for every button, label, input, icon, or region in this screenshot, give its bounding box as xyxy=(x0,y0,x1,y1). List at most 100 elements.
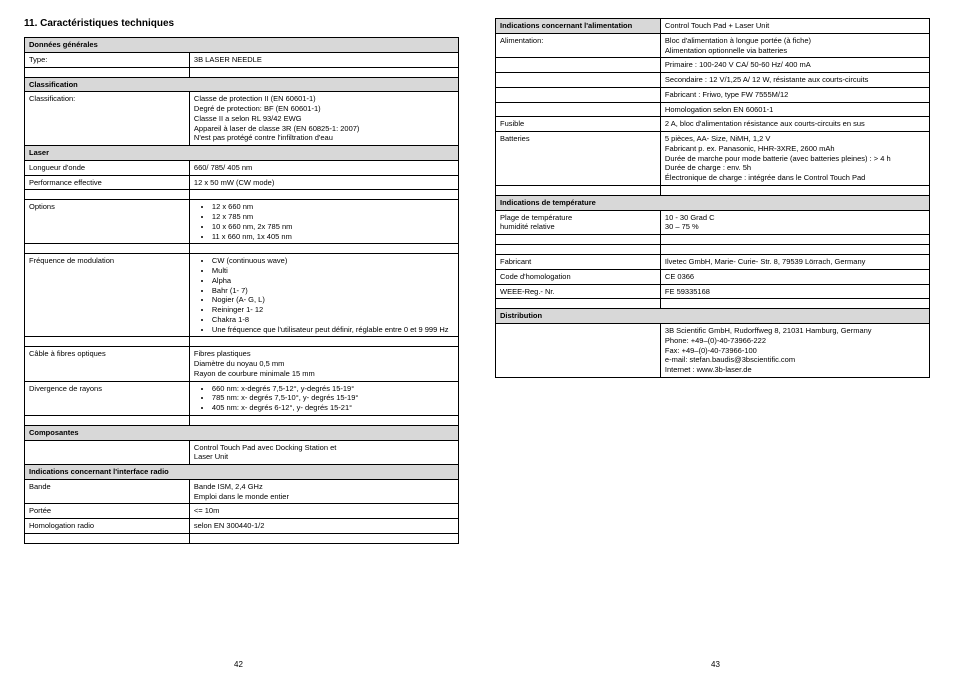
table-cell-value: Classe de protection II (EN 60601-1) Deg… xyxy=(189,92,458,146)
table-cell-value: 660 nm: x-degrés 7,5-12°, y-degrés 15-19… xyxy=(189,381,458,415)
table-empty-cell xyxy=(189,337,458,347)
bullet-item: Une fréquence que l'utilisateur peut déf… xyxy=(212,325,454,335)
table-cell-label: Classification: xyxy=(25,92,190,146)
table-cell-label: Divergence de rayons xyxy=(25,381,190,415)
table-cell-label: Longueur d'onde xyxy=(25,160,190,175)
table-cell-value: Fabricant : Friwo, type FW 7555M/12 xyxy=(660,87,929,102)
table-cell-value: Bloc d'alimentation à longue portée (à f… xyxy=(660,33,929,58)
table-cell-value: Fibres plastiques Diamètre du noyau 0,5 … xyxy=(189,347,458,381)
table-cell-label xyxy=(25,440,190,465)
table-empty-cell xyxy=(25,337,190,347)
table-cell-label: Fréquence de modulation xyxy=(25,254,190,337)
bullet-item: Reininger 1- 12 xyxy=(212,305,454,315)
table-section-header: Distribution xyxy=(496,309,930,324)
table-cell-label: Fabricant xyxy=(496,255,661,270)
bullet-item: 10 x 660 nm, 2x 785 nm xyxy=(212,222,454,232)
table-cell-value: FE 59335168 xyxy=(660,284,929,299)
table-empty-cell xyxy=(189,190,458,200)
table-cell-label: Portée xyxy=(25,504,190,519)
page-number-left: 42 xyxy=(234,660,243,669)
bullet-item: Multi xyxy=(212,266,454,276)
table-section-header: Laser xyxy=(25,146,459,161)
section-title: 11. Caractéristiques techniques xyxy=(24,18,459,29)
table-cell-value: Secondaire : 12 V/1,25 A/ 12 W, résistan… xyxy=(660,73,929,88)
table-empty-cell xyxy=(189,67,458,77)
table-cell-label: Options xyxy=(25,200,190,244)
table-cell-value: 10 - 30 Grad C 30 – 75 % xyxy=(660,210,929,235)
bullet-item: Bahr (1- 7) xyxy=(212,286,454,296)
table-cell-value: 3B LASER NEEDLE xyxy=(189,52,458,67)
table-cell-label xyxy=(496,324,661,378)
table-cell-label: Homologation radio xyxy=(25,519,190,534)
table-cell-label xyxy=(496,73,661,88)
left-page: 11. Caractéristiques techniques Données … xyxy=(0,0,477,675)
table-cell-value: Bande ISM, 2,4 GHz Emploi dans le monde … xyxy=(189,479,458,504)
spec-table-right: Indications concernant l'alimentationCon… xyxy=(495,18,930,378)
table-empty-cell xyxy=(25,190,190,200)
table-cell-label: Alimentation: xyxy=(496,33,661,58)
table-empty-cell xyxy=(660,245,929,255)
table-cell-label xyxy=(496,87,661,102)
table-cell-label: Plage de température humidité relative xyxy=(496,210,661,235)
table-cell-value: 3B Scientific GmbH, Rudorffweg 8, 21031 … xyxy=(660,324,929,378)
table-cell-label: Fusible xyxy=(496,117,661,132)
table-cell-value: Homologation selon EN 60601-1 xyxy=(660,102,929,117)
table-cell-label: Code d'homologation xyxy=(496,269,661,284)
table-cell-value: 660/ 785/ 405 nm xyxy=(189,160,458,175)
table-section-header: Données générales xyxy=(25,38,459,53)
table-cell-label: Câble à fibres optiques xyxy=(25,347,190,381)
table-cell-value: Control Touch Pad + Laser Unit xyxy=(660,19,929,34)
table-empty-cell xyxy=(189,244,458,254)
table-empty-cell xyxy=(660,185,929,195)
table-section-header: Composantes xyxy=(25,425,459,440)
table-section-header: Indications concernant l'alimentation xyxy=(496,19,661,34)
table-cell-label: Performance effective xyxy=(25,175,190,190)
table-empty-cell xyxy=(496,185,661,195)
bullet-item: Chakra 1-8 xyxy=(212,315,454,325)
table-cell-label xyxy=(496,58,661,73)
table-cell-value: 12 x 660 nm12 x 785 nm10 x 660 nm, 2x 78… xyxy=(189,200,458,244)
table-cell-value: CW (continuous wave)MultiAlphaBahr (1- 7… xyxy=(189,254,458,337)
table-cell-value: selon EN 300440-1/2 xyxy=(189,519,458,534)
table-cell-value: Primaire : 100-240 V CA/ 50-60 Hz/ 400 m… xyxy=(660,58,929,73)
table-cell-label xyxy=(496,102,661,117)
bullet-item: 12 x 785 nm xyxy=(212,212,454,222)
table-cell-label: Type: xyxy=(25,52,190,67)
bullet-item: 405 nm: x- degrés 6-12°, y- degrés 15-21… xyxy=(212,403,454,413)
table-cell-value: 5 pièces, AA- Size, NiMH, 1,2 V Fabrican… xyxy=(660,132,929,186)
bullet-list: 12 x 660 nm12 x 785 nm10 x 660 nm, 2x 78… xyxy=(212,202,454,241)
table-cell-label: WEEE-Reg.- Nr. xyxy=(496,284,661,299)
spec-table-left: Données généralesType:3B LASER NEEDLE Cla… xyxy=(24,37,459,544)
bullet-item: 11 x 660 nm, 1x 405 nm xyxy=(212,232,454,242)
bullet-list: CW (continuous wave)MultiAlphaBahr (1- 7… xyxy=(212,256,454,334)
table-empty-cell xyxy=(25,533,190,543)
right-page: Indications concernant l'alimentationCon… xyxy=(477,0,954,675)
table-empty-cell xyxy=(660,235,929,245)
table-section-header: Classification xyxy=(25,77,459,92)
table-cell-label: Batteries xyxy=(496,132,661,186)
table-cell-value: Ilvetec GmbH, Marie- Curie- Str. 8, 7953… xyxy=(660,255,929,270)
table-empty-cell xyxy=(25,244,190,254)
bullet-item: 660 nm: x-degrés 7,5-12°, y-degrés 15-19… xyxy=(212,384,454,394)
bullet-item: 12 x 660 nm xyxy=(212,202,454,212)
table-empty-cell xyxy=(25,415,190,425)
table-section-header: Indications concernant l'interface radio xyxy=(25,465,459,480)
table-empty-cell xyxy=(496,245,661,255)
table-cell-label: Bande xyxy=(25,479,190,504)
table-empty-cell xyxy=(189,415,458,425)
bullet-item: 785 nm: x- degrés 7,5-10°, y- degrés 15-… xyxy=(212,393,454,403)
table-section-header: Indications de température xyxy=(496,195,930,210)
table-empty-cell xyxy=(496,299,661,309)
bullet-list: 660 nm: x-degrés 7,5-12°, y-degrés 15-19… xyxy=(212,384,454,413)
table-cell-value: 12 x 50 mW (CW mode) xyxy=(189,175,458,190)
table-empty-cell xyxy=(25,67,190,77)
page-number-right: 43 xyxy=(711,660,720,669)
table-cell-value: Control Touch Pad avec Docking Station e… xyxy=(189,440,458,465)
bullet-item: Alpha xyxy=(212,276,454,286)
table-empty-cell xyxy=(660,299,929,309)
bullet-item: Nogier (A- G, L) xyxy=(212,295,454,305)
table-empty-cell xyxy=(496,235,661,245)
table-cell-value: 2 A, bloc d'alimentation résistance aux … xyxy=(660,117,929,132)
table-empty-cell xyxy=(189,533,458,543)
bullet-item: CW (continuous wave) xyxy=(212,256,454,266)
